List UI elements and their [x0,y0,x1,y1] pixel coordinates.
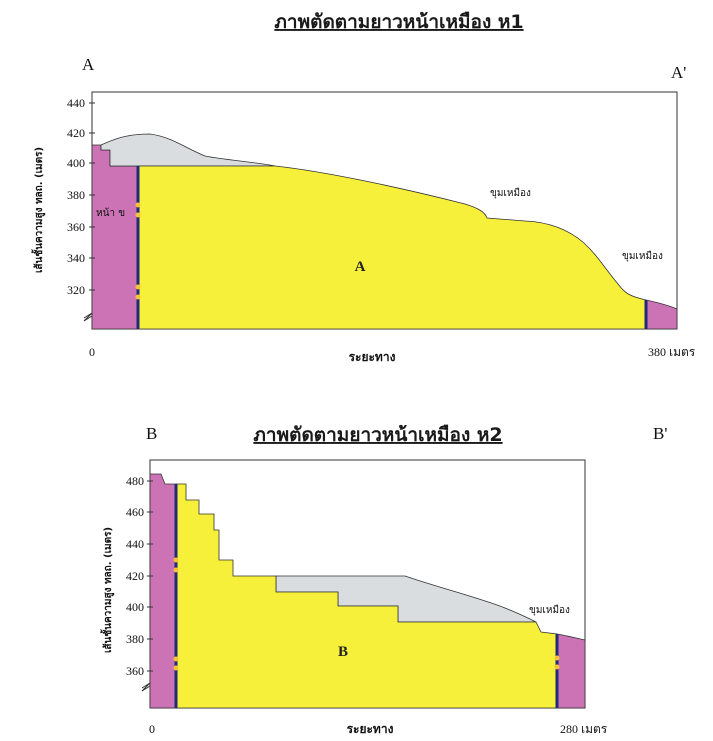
section-2-zone-label: B [338,644,348,660]
section-1-fault-mark [135,284,141,290]
section-2-pit-annotation: ขุมเหมือง [529,604,570,616]
section-1-x-axis-label: ระยะทาง [349,350,396,364]
section-1-x-end: 380 เมตร [648,345,696,359]
section-1-country-rock-right [645,299,678,330]
y-tick-label: 340 [67,251,85,265]
section-1: ภาพตัดตามยาวหน้าเหมือง ห1 A A' 440 420 4… [31,11,696,364]
section-2-fault-mark [173,567,179,573]
section-1-fault-mark [135,212,141,218]
section-2-fault-mark [554,655,560,661]
y-tick-label: 460 [126,505,144,519]
section-1-y-axis-label: เส้นชั้นความสูง ทลถ. (เมตร) [31,147,46,273]
section-1-pit-annotation: ขุมเหมือง [490,187,531,199]
section-2-y-axis-label: เส้นชั้นความสูง ทลถ. (เมตร) [100,527,115,653]
section-2-x-start: 0 [149,722,155,736]
y-tick-label: 420 [67,126,85,140]
y-tick-label: 400 [67,156,85,170]
section-1-corner-left: A [82,55,95,74]
y-tick-label: 420 [126,569,144,583]
section-1-country-rock-left [91,144,139,330]
section-2: ภาพตัดตามยาวหน้าเหมือง ห2 B B' 480 460 4… [100,424,667,736]
y-tick-label: 380 [67,188,85,202]
section-2-country-rock-left [149,473,177,709]
section-2-fault-mark [173,557,179,563]
section-2-ore-body [175,483,558,709]
section-2-axis-break [141,682,151,692]
section-1-zone-label: A [355,259,366,275]
section-2-country-rock-right [556,633,586,709]
section-1-y-ticks: 440 420 400 380 360 340 320 [67,96,95,297]
section-1-ore-body [137,165,647,330]
y-tick-label: 440 [67,96,85,110]
section-2-fault-mark [173,665,179,671]
section-1-left-annotation: หน้า ข [96,207,125,219]
section-2-corner-right: B' [653,424,667,443]
section-2-corner-left: B [146,424,157,443]
section-1-axis-break [83,312,93,322]
section-1-x-start: 0 [89,345,95,359]
y-tick-label: 480 [126,474,144,488]
y-tick-label: 380 [126,632,144,646]
section-2-fault-mark [554,664,560,670]
section-2-fault-mark [173,656,179,662]
y-tick-label: 360 [126,664,144,678]
y-tick-label: 400 [126,600,144,614]
y-tick-label: 320 [67,283,85,297]
section-2-y-ticks: 480 460 440 420 400 380 360 [126,474,153,678]
section-1-pit-annotation: ขุมเหมือง [622,250,663,262]
y-tick-label: 360 [67,220,85,234]
section-1-title: ภาพตัดตามยาวหน้าเหมือง ห1 [274,11,523,33]
section-2-title: ภาพตัดตามยาวหน้าเหมือง ห2 [253,424,502,446]
section-1-corner-right: A' [671,63,686,82]
y-tick-label: 440 [126,537,144,551]
section-1-fault-mark [135,202,141,208]
section-2-x-end: 280 เมตร [560,722,608,736]
section-2-x-axis-label: ระยะทาง [347,722,394,736]
section-1-overburden [100,133,276,167]
section-1-fault-mark [135,294,141,300]
